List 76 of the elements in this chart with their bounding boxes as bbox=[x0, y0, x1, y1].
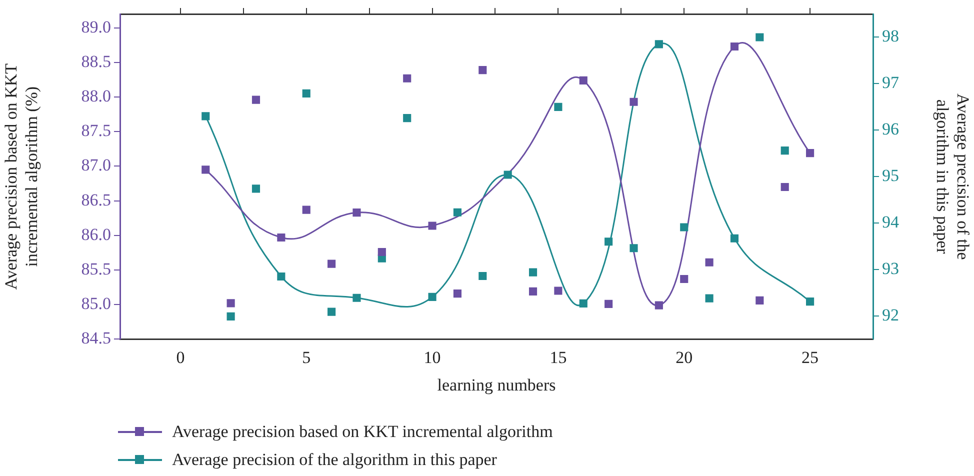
point bbox=[604, 238, 613, 246]
point bbox=[756, 296, 764, 304]
point bbox=[302, 206, 310, 214]
point bbox=[780, 182, 789, 192]
y-tick-label: 89.0 bbox=[81, 17, 111, 36]
y2-tick-label: 97 bbox=[882, 73, 900, 92]
legend-label: Average precision of the algorithm in this paper bbox=[172, 450, 497, 470]
point bbox=[478, 66, 487, 74]
point bbox=[730, 42, 739, 51]
y2-tick-label: 96 bbox=[882, 120, 899, 139]
point bbox=[277, 272, 286, 281]
x-tick-label: 25 bbox=[802, 348, 819, 367]
point bbox=[554, 102, 562, 111]
legend-label: Average precision based on KKT incremental algorithm bbox=[172, 422, 553, 442]
point bbox=[428, 292, 436, 301]
y-tick-label: 87.5 bbox=[81, 121, 111, 140]
x-axis-title: learning numbers bbox=[437, 375, 556, 394]
y-tick-label: 84.5 bbox=[81, 328, 111, 348]
x-tick-label: 15 bbox=[550, 348, 567, 367]
y-tick-label: 87.0 bbox=[81, 156, 111, 175]
y2-tick-label: 98 bbox=[882, 26, 899, 46]
point bbox=[806, 149, 814, 158]
point bbox=[680, 223, 688, 232]
y-tick-label: 86.0 bbox=[81, 224, 111, 244]
point bbox=[202, 166, 210, 174]
point bbox=[453, 208, 462, 216]
y2-tick-label: 94 bbox=[882, 212, 900, 232]
point bbox=[604, 300, 613, 308]
y-tick-label: 85.5 bbox=[81, 259, 111, 278]
y-tick-label: 88.5 bbox=[81, 52, 111, 71]
point bbox=[528, 287, 538, 296]
point bbox=[730, 234, 739, 242]
point bbox=[554, 286, 562, 295]
point bbox=[705, 294, 714, 302]
point bbox=[654, 301, 663, 310]
point bbox=[478, 272, 487, 280]
y-tick-label: 88.0 bbox=[81, 86, 111, 106]
x-tick-label: 0 bbox=[176, 348, 185, 367]
y2-tick-label: 95 bbox=[882, 166, 899, 186]
point bbox=[630, 98, 638, 106]
y2-tick-label: 92 bbox=[882, 305, 899, 324]
point bbox=[202, 112, 210, 120]
x-tick-label: 5 bbox=[302, 348, 311, 367]
point bbox=[226, 299, 235, 308]
point bbox=[328, 308, 336, 316]
y2-axis-title: Average precision of the algorithm in this paper bbox=[932, 93, 972, 260]
point bbox=[277, 233, 286, 242]
point bbox=[403, 114, 412, 122]
y-axis-title: Average precision based on KKT incremental algorithm (%) bbox=[2, 62, 42, 290]
point bbox=[756, 33, 764, 42]
point bbox=[680, 274, 688, 284]
point bbox=[705, 258, 714, 266]
point bbox=[579, 76, 588, 84]
point bbox=[226, 312, 235, 320]
point bbox=[453, 290, 462, 298]
y2-tick-label: 93 bbox=[882, 258, 899, 278]
x-tick-label: 10 bbox=[424, 348, 441, 367]
y-tick-label: 86.5 bbox=[81, 190, 111, 210]
point bbox=[328, 260, 336, 268]
point bbox=[504, 170, 512, 179]
point bbox=[428, 222, 436, 230]
point bbox=[654, 40, 663, 48]
point bbox=[378, 248, 386, 256]
point bbox=[252, 184, 260, 193]
point bbox=[252, 96, 260, 104]
point bbox=[352, 294, 361, 302]
point bbox=[528, 268, 538, 276]
point bbox=[403, 74, 412, 82]
point bbox=[352, 208, 361, 217]
point bbox=[579, 299, 588, 308]
point bbox=[806, 298, 814, 306]
point bbox=[630, 244, 638, 252]
y-tick-label: 85.0 bbox=[81, 294, 111, 314]
point bbox=[302, 89, 310, 98]
x-tick-label: 20 bbox=[676, 348, 693, 367]
point bbox=[780, 146, 789, 155]
